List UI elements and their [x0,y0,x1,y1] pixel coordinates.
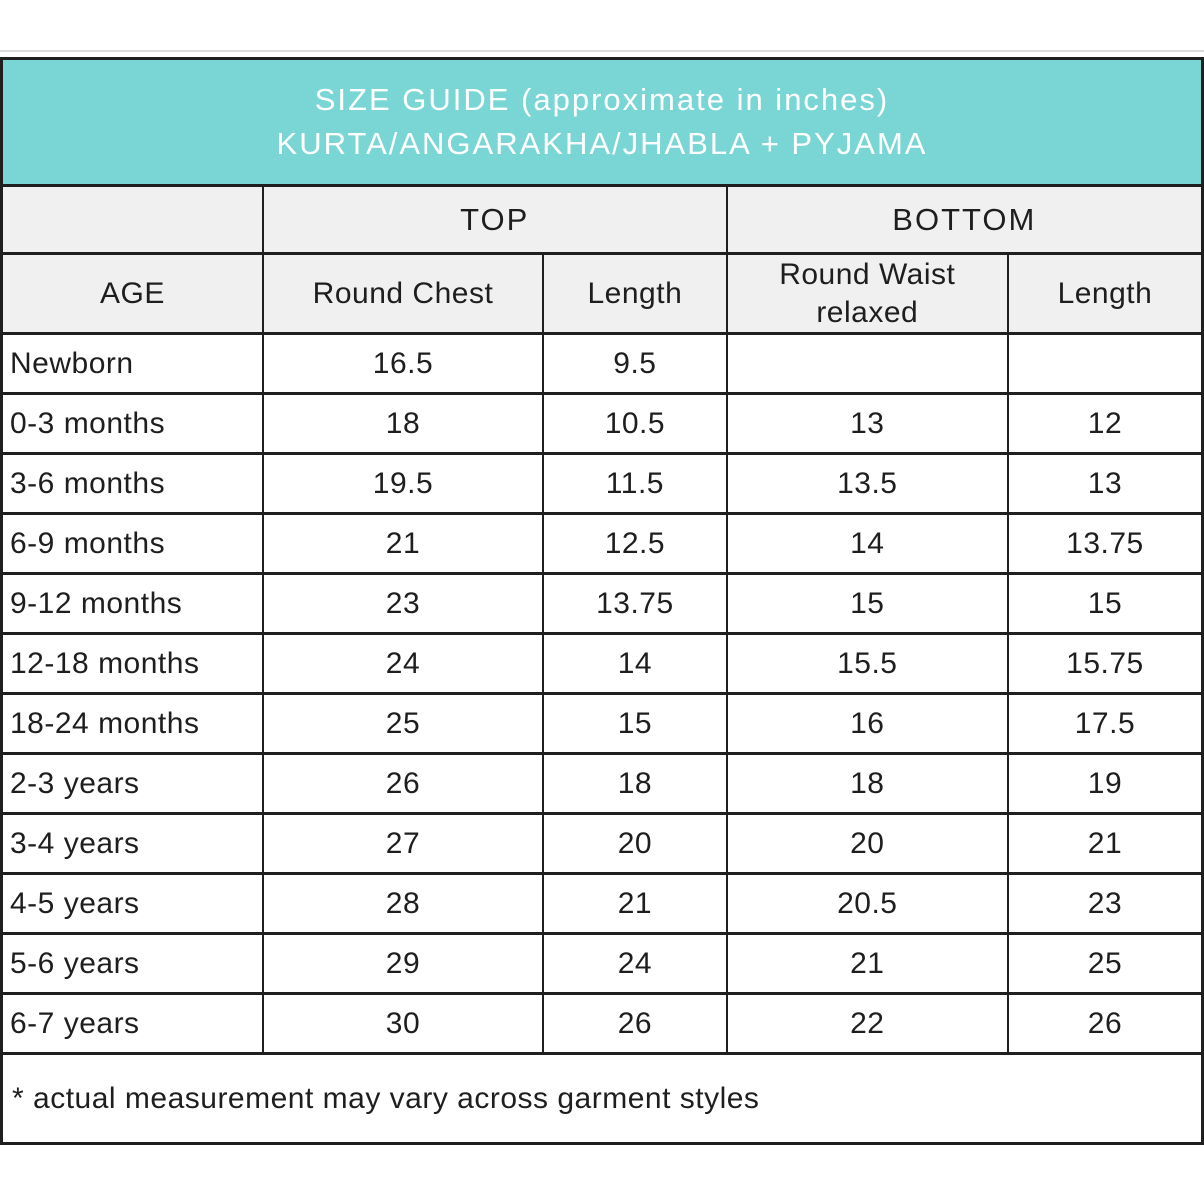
bottom-round-waist-cell: 15.5 [725,632,1009,695]
age-cell: 2-3 years [0,752,264,815]
top-length-cell: 20 [542,812,728,875]
table-row: 2-3 years 26 18 18 19 [0,752,1204,815]
bottom-round-waist-cell: 20 [725,812,1009,875]
bottom-length-cell: 12 [1006,392,1204,455]
bottom-round-waist-cell: 16 [725,692,1009,755]
column-header-row: AGE Round Chest Length Round Waist relax… [0,252,1204,335]
table-row: 6-9 months 21 12.5 14 13.75 [0,512,1204,575]
table-row: 9-12 months 23 13.75 15 15 [0,572,1204,635]
bottom-length-cell: 19 [1006,752,1204,815]
top-round-chest-cell: 25 [261,692,545,755]
table-row: 5-6 years 29 24 21 25 [0,932,1204,995]
top-round-chest-cell: 26 [261,752,545,815]
top-round-chest-cell: 29 [261,932,545,995]
top-length-cell: 9.5 [542,332,728,395]
bottom-length-cell: 15 [1006,572,1204,635]
group-header-bottom: BOTTOM [725,184,1204,255]
col-header-top-length: Length [542,252,728,335]
bottom-length-cell [1006,332,1204,395]
top-round-chest-cell: 21 [261,512,545,575]
size-guide-page: SIZE GUIDE (approximate in inches) KURTA… [0,50,1204,1145]
size-guide-table: SIZE GUIDE (approximate in inches) KURTA… [0,57,1204,1145]
title-line-1: SIZE GUIDE (approximate in inches) [314,81,890,117]
age-cell: 4-5 years [0,872,264,935]
bottom-length-cell: 13.75 [1006,512,1204,575]
size-table-header: SIZE GUIDE (approximate in inches) KURTA… [0,57,1204,335]
bottom-round-waist-cell: 18 [725,752,1009,815]
table-row: 3-6 months 19.5 11.5 13.5 13 [0,452,1204,515]
table-row: 6-7 years 30 26 22 26 [0,992,1204,1055]
top-length-cell: 21 [542,872,728,935]
table-row: 12-18 months 24 14 15.5 15.75 [0,632,1204,695]
top-round-chest-cell: 30 [261,992,545,1055]
bottom-round-waist-cell: 20.5 [725,872,1009,935]
age-cell: 18-24 months [0,692,264,755]
size-table-body: Newborn 16.5 9.5 0-3 months 18 10.5 13 1… [0,332,1204,1055]
age-cell: 3-6 months [0,452,264,515]
top-length-cell: 15 [542,692,728,755]
bottom-round-waist-cell: 21 [725,932,1009,995]
age-cell: 6-9 months [0,512,264,575]
title-banner-row: SIZE GUIDE (approximate in inches) KURTA… [0,57,1204,187]
bottom-length-cell: 25 [1006,932,1204,995]
bottom-round-waist-cell [725,332,1009,395]
age-cell: Newborn [0,332,264,395]
age-cell: 6-7 years [0,992,264,1055]
top-length-cell: 26 [542,992,728,1055]
col-header-age: AGE [0,252,264,335]
table-row: 0-3 months 18 10.5 13 12 [0,392,1204,455]
top-divider [0,50,1204,52]
age-cell: 0-3 months [0,392,264,455]
bottom-length-cell: 23 [1006,872,1204,935]
bottom-round-waist-cell: 14 [725,512,1009,575]
top-round-chest-cell: 18 [261,392,545,455]
footnote: * actual measurement may vary across gar… [0,1052,1204,1145]
table-row: 18-24 months 25 15 16 17.5 [0,692,1204,755]
bottom-length-cell: 26 [1006,992,1204,1055]
size-table-footer: * actual measurement may vary across gar… [0,1052,1204,1145]
top-length-cell: 14 [542,632,728,695]
top-round-chest-cell: 27 [261,812,545,875]
table-row: 4-5 years 28 21 20.5 23 [0,872,1204,935]
col-header-round-waist: Round Waist relaxed [725,252,1009,335]
group-header-spacer [0,184,264,255]
top-round-chest-cell: 24 [261,632,545,695]
bottom-round-waist-cell: 13.5 [725,452,1009,515]
top-round-chest-cell: 16.5 [261,332,545,395]
col-header-bottom-length: Length [1006,252,1204,335]
top-length-cell: 11.5 [542,452,728,515]
title-line-2: KURTA/ANGARAKHA/JHABLA + PYJAMA [276,126,928,161]
top-round-chest-cell: 23 [261,572,545,635]
bottom-length-cell: 17.5 [1006,692,1204,755]
group-header-row: TOP BOTTOM [0,184,1204,255]
top-length-cell: 18 [542,752,728,815]
age-cell: 3-4 years [0,812,264,875]
age-cell: 12-18 months [0,632,264,695]
bottom-length-cell: 21 [1006,812,1204,875]
top-length-cell: 12.5 [542,512,728,575]
age-cell: 5-6 years [0,932,264,995]
footnote-row: * actual measurement may vary across gar… [0,1052,1204,1145]
bottom-round-waist-cell: 22 [725,992,1009,1055]
top-round-chest-cell: 28 [261,872,545,935]
top-length-cell: 24 [542,932,728,995]
bottom-round-waist-cell: 15 [725,572,1009,635]
col-header-round-chest: Round Chest [261,252,545,335]
title-banner: SIZE GUIDE (approximate in inches) KURTA… [0,57,1204,187]
top-length-cell: 13.75 [542,572,728,635]
table-row: Newborn 16.5 9.5 [0,332,1204,395]
top-length-cell: 10.5 [542,392,728,455]
top-round-chest-cell: 19.5 [261,452,545,515]
table-row: 3-4 years 27 20 20 21 [0,812,1204,875]
bottom-length-cell: 13 [1006,452,1204,515]
bottom-length-cell: 15.75 [1006,632,1204,695]
group-header-top: TOP [261,184,728,255]
age-cell: 9-12 months [0,572,264,635]
bottom-round-waist-cell: 13 [725,392,1009,455]
